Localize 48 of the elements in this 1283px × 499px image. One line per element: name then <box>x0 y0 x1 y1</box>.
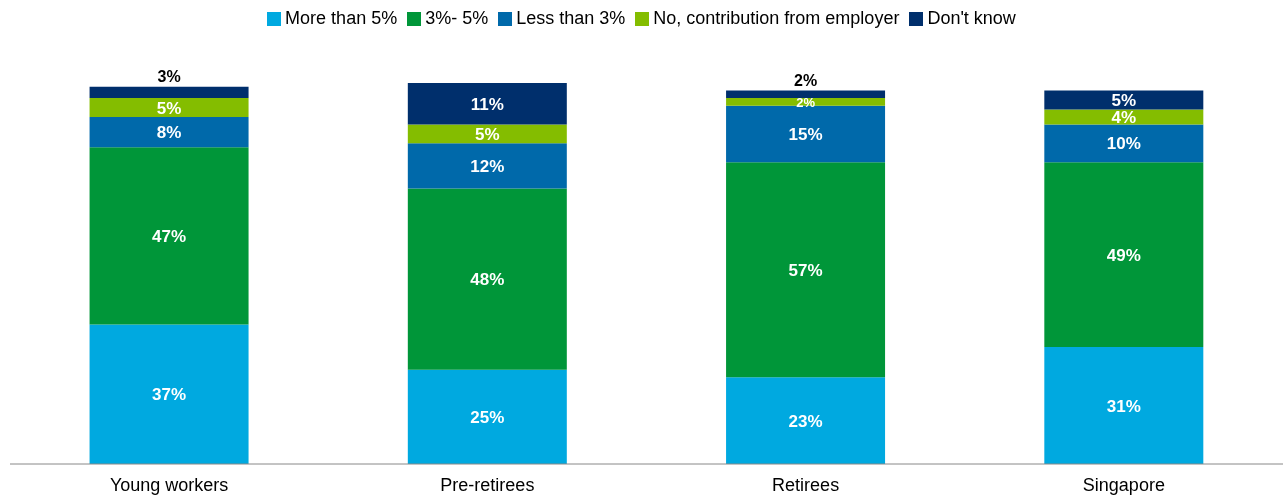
bar <box>726 377 886 464</box>
data-label: 23% <box>788 411 823 431</box>
bar <box>726 162 886 378</box>
legend-label: 3%- 5% <box>425 8 489 28</box>
bar <box>407 143 567 189</box>
data-label: 49% <box>1106 245 1141 265</box>
data-label: 37% <box>152 385 187 405</box>
data-label: 57% <box>788 260 823 280</box>
data-label: 5% <box>475 125 500 145</box>
data-label: 15% <box>788 125 823 145</box>
bar <box>89 98 249 117</box>
legend-label: No, contribution from employer <box>653 8 900 28</box>
bar <box>89 86 249 99</box>
bar <box>1044 347 1204 464</box>
bar <box>89 147 249 325</box>
bar <box>407 124 567 144</box>
data-label: 10% <box>1106 134 1141 154</box>
bar <box>407 83 567 125</box>
bar <box>726 105 886 163</box>
bar <box>1044 124 1204 163</box>
x-tick-label: Pre-retirees <box>440 474 535 495</box>
data-label: 25% <box>470 407 505 427</box>
legend-label: More than 5% <box>285 8 398 28</box>
bar <box>726 90 886 99</box>
x-tick-label: Singapore <box>1082 474 1165 495</box>
data-label: 31% <box>1106 396 1141 416</box>
data-label: 2% <box>794 71 818 89</box>
data-label: 47% <box>152 226 187 246</box>
bar <box>89 116 249 148</box>
data-label: 8% <box>156 123 182 143</box>
data-label: 5% <box>1111 91 1137 111</box>
data-label: 12% <box>470 157 505 177</box>
legend-label: Less than 3% <box>516 8 626 28</box>
bar <box>407 369 567 464</box>
bar <box>1044 109 1204 125</box>
x-tick-label: Young workers <box>109 474 229 495</box>
x-tick-label: Retirees <box>772 474 840 495</box>
legend-label: Don't know <box>927 8 1016 28</box>
data-label: 4% <box>1111 108 1137 128</box>
bar <box>89 324 249 464</box>
data-label: 3% <box>157 67 181 85</box>
bar <box>726 98 886 106</box>
data-label: 11% <box>470 94 504 114</box>
bar <box>1044 162 1204 348</box>
data-label: 2% <box>796 94 816 110</box>
bar <box>407 188 567 370</box>
data-label: 5% <box>156 98 182 118</box>
data-label: 48% <box>470 270 505 290</box>
